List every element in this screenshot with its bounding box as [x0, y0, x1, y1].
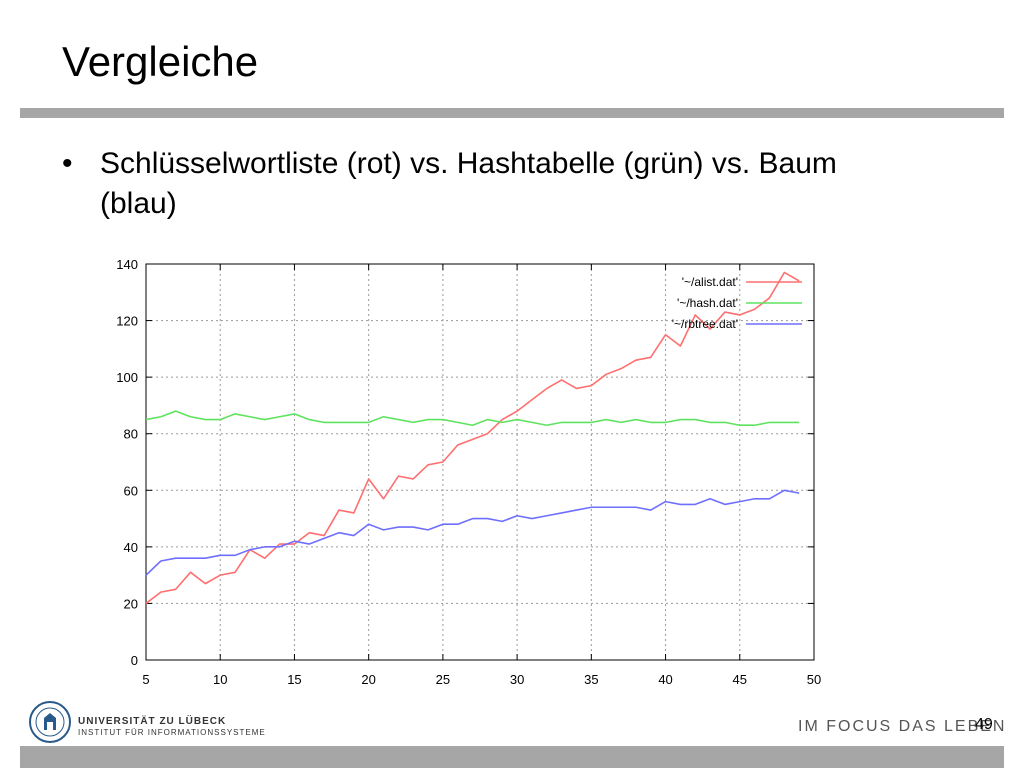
- x-tick-label: 30: [510, 672, 524, 687]
- y-tick-label: 80: [124, 427, 138, 442]
- legend-label: '~/rbtree.dat': [672, 317, 738, 331]
- bottom-bar: [20, 746, 1004, 768]
- x-tick-label: 15: [287, 672, 301, 687]
- x-tick-label: 35: [584, 672, 598, 687]
- series-line-3: [145, 489, 800, 576]
- x-tick-label: 25: [436, 672, 450, 687]
- institute-name: INSTITUT FÜR INFORMATIONSSYSTEME: [78, 728, 266, 737]
- bullet-text: Schlüsselwortliste (rot) vs. Hashtabelle…: [100, 147, 837, 220]
- x-tick-label: 10: [213, 672, 227, 687]
- y-tick-label: 0: [131, 653, 138, 668]
- y-tick-label: 140: [116, 257, 138, 272]
- y-tick-label: 120: [116, 314, 138, 329]
- y-tick-label: 100: [116, 370, 138, 385]
- chart-grid: [146, 264, 814, 660]
- x-tick-label: 5: [142, 672, 149, 687]
- x-tick-label: 50: [807, 672, 821, 687]
- slogan: IM FOCUS DAS LEBEN: [798, 718, 1007, 735]
- y-tick-label: 40: [124, 540, 138, 555]
- x-tick-label: 45: [733, 672, 747, 687]
- university-seal-icon: [29, 701, 71, 743]
- legend-label: '~/alist.dat': [682, 275, 738, 289]
- series-line-1: [145, 271, 800, 605]
- y-tick-label: 20: [124, 596, 138, 611]
- x-tick-label: 20: [361, 672, 375, 687]
- legend-label: '~/hash.dat': [677, 296, 738, 310]
- page-number: 49: [975, 716, 993, 733]
- chart-background: [90, 250, 830, 695]
- plot-frame: [145, 263, 815, 661]
- chart-series: [145, 271, 800, 605]
- bullet-marker: •: [62, 147, 73, 180]
- title-divider: [20, 108, 1004, 118]
- axis-ticks: 0 20 40 60 80 100 120 140 5 10 15 20 25 30 35 40 45 50: [116, 257, 821, 687]
- y-tick-label: 60: [124, 483, 138, 498]
- chart-legend: '~/alist.dat' '~/hash.dat' '~/rbtree.dat': [672, 275, 802, 331]
- x-tick-label: 40: [658, 672, 672, 687]
- line-chart: 0 20 40 60 80 100 120 140 5 10 15 20 25 30 35 40 45 50 '~…: [90, 250, 830, 695]
- slide-title: Vergleiche: [62, 38, 259, 85]
- series-line-2: [145, 410, 800, 427]
- university-name: UNIVERSITÄT ZU LÜBECK: [78, 716, 227, 727]
